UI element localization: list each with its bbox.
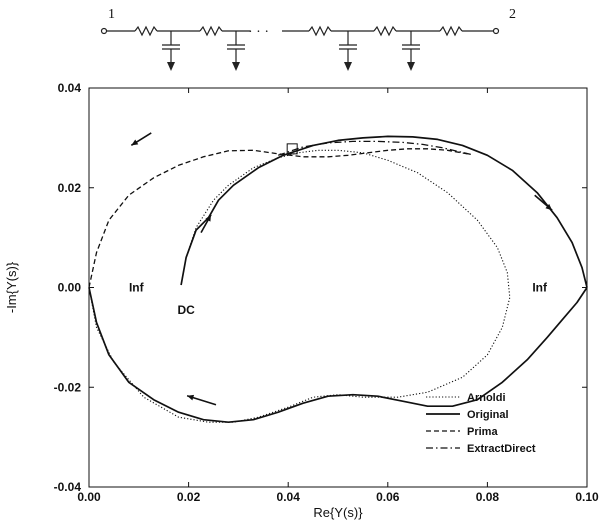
x-tick-label: 0.00	[77, 490, 101, 504]
series-layer	[88, 135, 588, 424]
y-tick-label: 0.04	[58, 81, 82, 95]
legend-label-prima: Prima	[467, 426, 498, 438]
annotation-inf: Inf	[532, 281, 548, 295]
rc-ladder-diagram: 1 2 · · ·	[100, 7, 516, 71]
direction-arrow-head	[187, 394, 195, 401]
x-tick-label: 0.04	[277, 490, 301, 504]
capacitor-1	[162, 31, 180, 71]
y-axis-label: -Im{Y(s)}	[4, 261, 19, 313]
legend: Arnoldi Original Prima ExtractDirect	[426, 392, 536, 455]
resistor-5	[439, 25, 463, 37]
x-tick-label: 0.10	[575, 490, 599, 504]
annotation-inf: Inf	[129, 281, 145, 295]
legend-label-extractdirect: ExtractDirect	[467, 443, 536, 455]
capacitor-3	[339, 31, 357, 71]
axis-ticks: 0.00 0.02 0.04 0.06 0.08 0.10 -0.04 -0.02 0.00 0.…	[54, 81, 599, 504]
series-line-arnoldi	[88, 149, 511, 423]
direction-arrow-head	[545, 203, 553, 211]
y-tick-label: 0.00	[58, 281, 82, 295]
legend-label-arnoldi: Arnoldi	[467, 392, 506, 404]
x-tick-label: 0.08	[476, 490, 500, 504]
direction-arrow-head	[205, 214, 212, 222]
port-1-label: 1	[108, 7, 115, 22]
annotations: Inf Inf DC	[129, 281, 548, 317]
port-2-label: 2	[509, 7, 516, 22]
series-line-extractdirect	[277, 140, 473, 156]
plot-area: 0.00 0.02 0.04 0.06 0.08 0.10 -0.04 -0.02 0.00 0.…	[4, 81, 599, 520]
direction-arrows	[130, 132, 553, 406]
legend-label-original: Original	[467, 409, 509, 421]
y-tick-label: -0.04	[54, 480, 82, 494]
direction-arrow-head	[131, 139, 139, 146]
x-axis-label: Re{Y(s)}	[313, 505, 363, 520]
square-marker	[286, 143, 298, 155]
resistor-1	[134, 25, 158, 37]
plot-frame	[88, 87, 588, 488]
resistor-3	[308, 25, 332, 37]
x-tick-label: 0.06	[376, 490, 400, 504]
x-tick-label: 0.02	[177, 490, 201, 504]
capacitor-4	[402, 31, 420, 71]
port-2-terminal	[492, 27, 500, 35]
resistor-2	[199, 25, 223, 37]
y-tick-label: -0.02	[54, 380, 82, 394]
series-line-original	[180, 135, 588, 288]
resistor-4	[373, 25, 397, 37]
y-tick-label: 0.02	[58, 181, 82, 195]
annotation-dc: DC	[177, 303, 195, 317]
ellipsis-label: · · ·	[248, 25, 269, 40]
series-line-prima	[88, 148, 468, 288]
series-line-original-lower	[88, 287, 588, 424]
port-1-terminal	[100, 27, 108, 35]
capacitor-2	[227, 31, 245, 71]
